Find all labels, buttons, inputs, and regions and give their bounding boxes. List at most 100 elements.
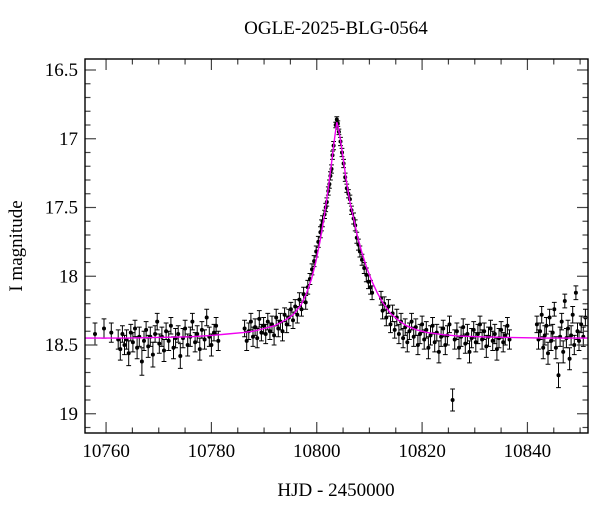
data-point xyxy=(562,299,567,303)
data-point xyxy=(566,326,570,331)
data-point xyxy=(257,316,262,321)
data-point xyxy=(461,325,466,330)
plot-area: 10760 10780 10800 10820 10840 16.5 17 17.5 18 18.… xyxy=(45,58,589,462)
data-point xyxy=(162,348,166,353)
data-point xyxy=(274,315,279,320)
data-point xyxy=(155,319,160,324)
data-point xyxy=(436,349,441,354)
data-point xyxy=(570,312,575,317)
data-point xyxy=(426,345,431,350)
data-point xyxy=(471,327,476,332)
data-point xyxy=(109,330,114,335)
data-point xyxy=(447,322,452,327)
data-point xyxy=(299,307,304,312)
data-point xyxy=(130,340,135,345)
data-point xyxy=(144,327,149,332)
x-tick-label: 10800 xyxy=(293,441,341,462)
data-point xyxy=(263,332,268,336)
data-point xyxy=(168,323,173,328)
data-point xyxy=(176,332,181,336)
data-point xyxy=(572,343,577,347)
data-point xyxy=(164,329,169,334)
data-point xyxy=(559,319,564,324)
data-point xyxy=(118,347,123,352)
data-point xyxy=(556,373,561,378)
data-point xyxy=(569,333,574,338)
data-point xyxy=(465,332,470,336)
data-point xyxy=(386,304,391,309)
data-point xyxy=(183,326,188,331)
data-point xyxy=(288,307,293,312)
data-point xyxy=(214,323,219,328)
data-point xyxy=(567,356,572,361)
y-tick-label: 19 xyxy=(59,404,78,425)
data-point xyxy=(541,345,546,350)
data-point xyxy=(388,322,393,327)
data-point xyxy=(295,312,300,317)
data-point xyxy=(547,315,552,320)
y-tick-label: 18 xyxy=(59,266,78,287)
data-point xyxy=(190,319,195,324)
data-point xyxy=(280,329,285,334)
data-point xyxy=(102,326,106,331)
data-point xyxy=(450,398,455,402)
data-point xyxy=(552,307,557,312)
data-point xyxy=(501,340,506,345)
data-point xyxy=(157,341,162,346)
data-point xyxy=(272,333,277,338)
data-point xyxy=(360,257,364,262)
data-point xyxy=(420,322,425,327)
data-point xyxy=(133,326,137,331)
data-point xyxy=(197,347,202,352)
data-point xyxy=(195,332,200,336)
data-point xyxy=(255,336,260,341)
data-point xyxy=(573,290,578,295)
data-point xyxy=(579,322,584,327)
data-point xyxy=(291,318,295,323)
data-point xyxy=(553,345,558,350)
data-point xyxy=(178,354,183,358)
data-point xyxy=(166,338,171,343)
x-tick-label: 10840 xyxy=(504,441,552,462)
data-point xyxy=(202,337,207,342)
data-point xyxy=(505,323,510,328)
x-tick-label: 10820 xyxy=(398,441,446,462)
data-point xyxy=(488,326,493,331)
data-point xyxy=(550,330,555,335)
data-point xyxy=(392,327,397,332)
data-point xyxy=(122,343,127,347)
y-axis-label: I magnitude xyxy=(6,200,27,291)
data-point xyxy=(142,338,146,343)
data-point xyxy=(577,338,581,343)
data-point xyxy=(242,326,247,331)
y-tick-label: 16.5 xyxy=(45,60,78,81)
data-point xyxy=(153,332,158,336)
data-point xyxy=(126,351,131,356)
data-point xyxy=(370,290,375,295)
x-tick-label: 10780 xyxy=(188,441,236,462)
data-point xyxy=(441,326,446,331)
data-point xyxy=(507,337,512,342)
data-point xyxy=(561,349,566,354)
data-point xyxy=(204,315,209,320)
data-point xyxy=(303,300,308,305)
data-point xyxy=(478,322,482,327)
data-point xyxy=(492,332,497,336)
data-point xyxy=(539,312,544,317)
data-point xyxy=(216,338,221,343)
y-tick-label: 18.5 xyxy=(45,335,78,356)
data-point xyxy=(454,329,459,334)
data-point xyxy=(538,329,543,334)
data-point xyxy=(405,340,410,345)
data-point xyxy=(467,349,472,354)
x-tick-label: 10760 xyxy=(82,441,130,462)
y-tick-label: 17.5 xyxy=(45,198,78,219)
data-point xyxy=(139,359,144,364)
y-tick-label: 17 xyxy=(59,129,78,150)
data-point xyxy=(384,315,389,320)
data-point xyxy=(401,336,406,341)
data-point xyxy=(199,327,204,332)
data-point xyxy=(150,352,155,357)
